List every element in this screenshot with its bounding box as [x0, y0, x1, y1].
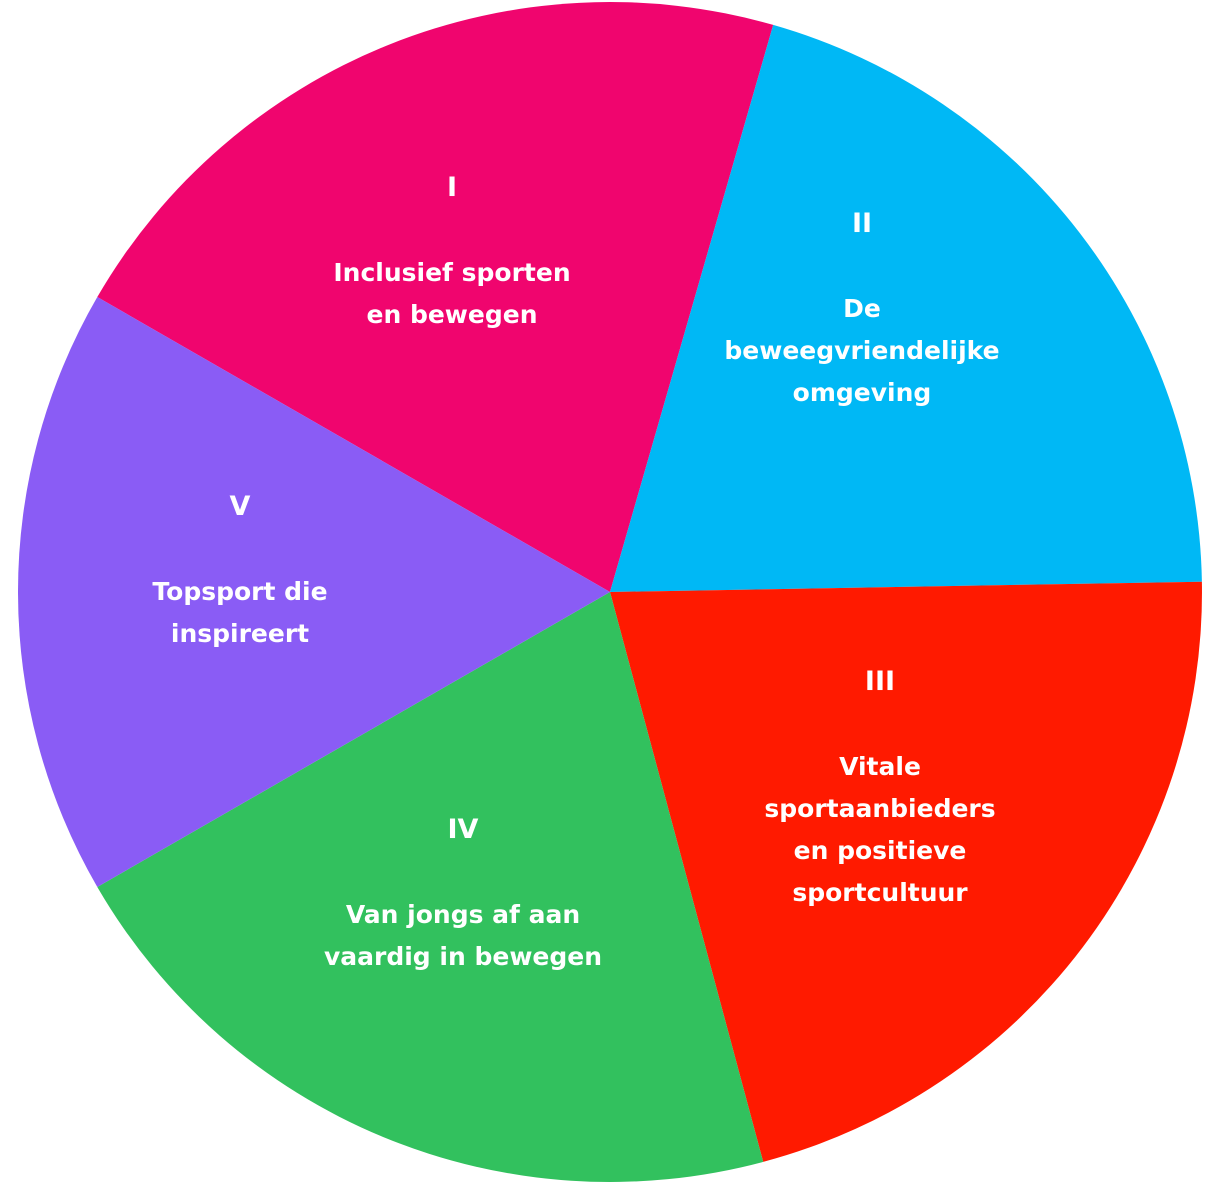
- segment-title-line: sportaanbieders: [764, 794, 995, 823]
- wheel-slice-2: [610, 24, 1202, 592]
- wheel-slice-5: [17, 297, 611, 887]
- segment-title-line: vaardig in bewegen: [324, 942, 602, 971]
- wheel-slices: [17, 2, 1202, 1183]
- wheel-slice-1: [97, 2, 774, 592]
- segment-title-line: Inclusief sporten: [333, 258, 570, 287]
- segment-numeral-3: III: [865, 666, 895, 697]
- segment-title-line: De: [843, 294, 881, 323]
- segment-title-line: omgeving: [793, 378, 932, 407]
- segment-title-line: inspireert: [171, 619, 309, 648]
- wheel-slice-4: [97, 592, 764, 1183]
- segment-numeral-4: IV: [448, 814, 479, 845]
- segment-title-line: Topsport die: [152, 577, 327, 606]
- segment-numeral-5: V: [230, 491, 251, 522]
- segment-title-line: sportcultuur: [792, 878, 968, 907]
- segment-title-line: Vitale: [839, 752, 921, 781]
- segment-numeral-2: II: [852, 208, 872, 239]
- segment-numeral-1: I: [447, 172, 457, 203]
- segment-title-line: beweegvriendelijke: [724, 336, 999, 365]
- segment-title-line: en bewegen: [366, 300, 537, 329]
- segment-title-line: Van jongs af aan: [346, 900, 580, 929]
- wheel-slice-3: [610, 581, 1202, 1162]
- segment-title-line: en positieve: [794, 836, 967, 865]
- wheel-labels: I Inclusief sporten en bewegen II De beweegvr…: [152, 172, 999, 971]
